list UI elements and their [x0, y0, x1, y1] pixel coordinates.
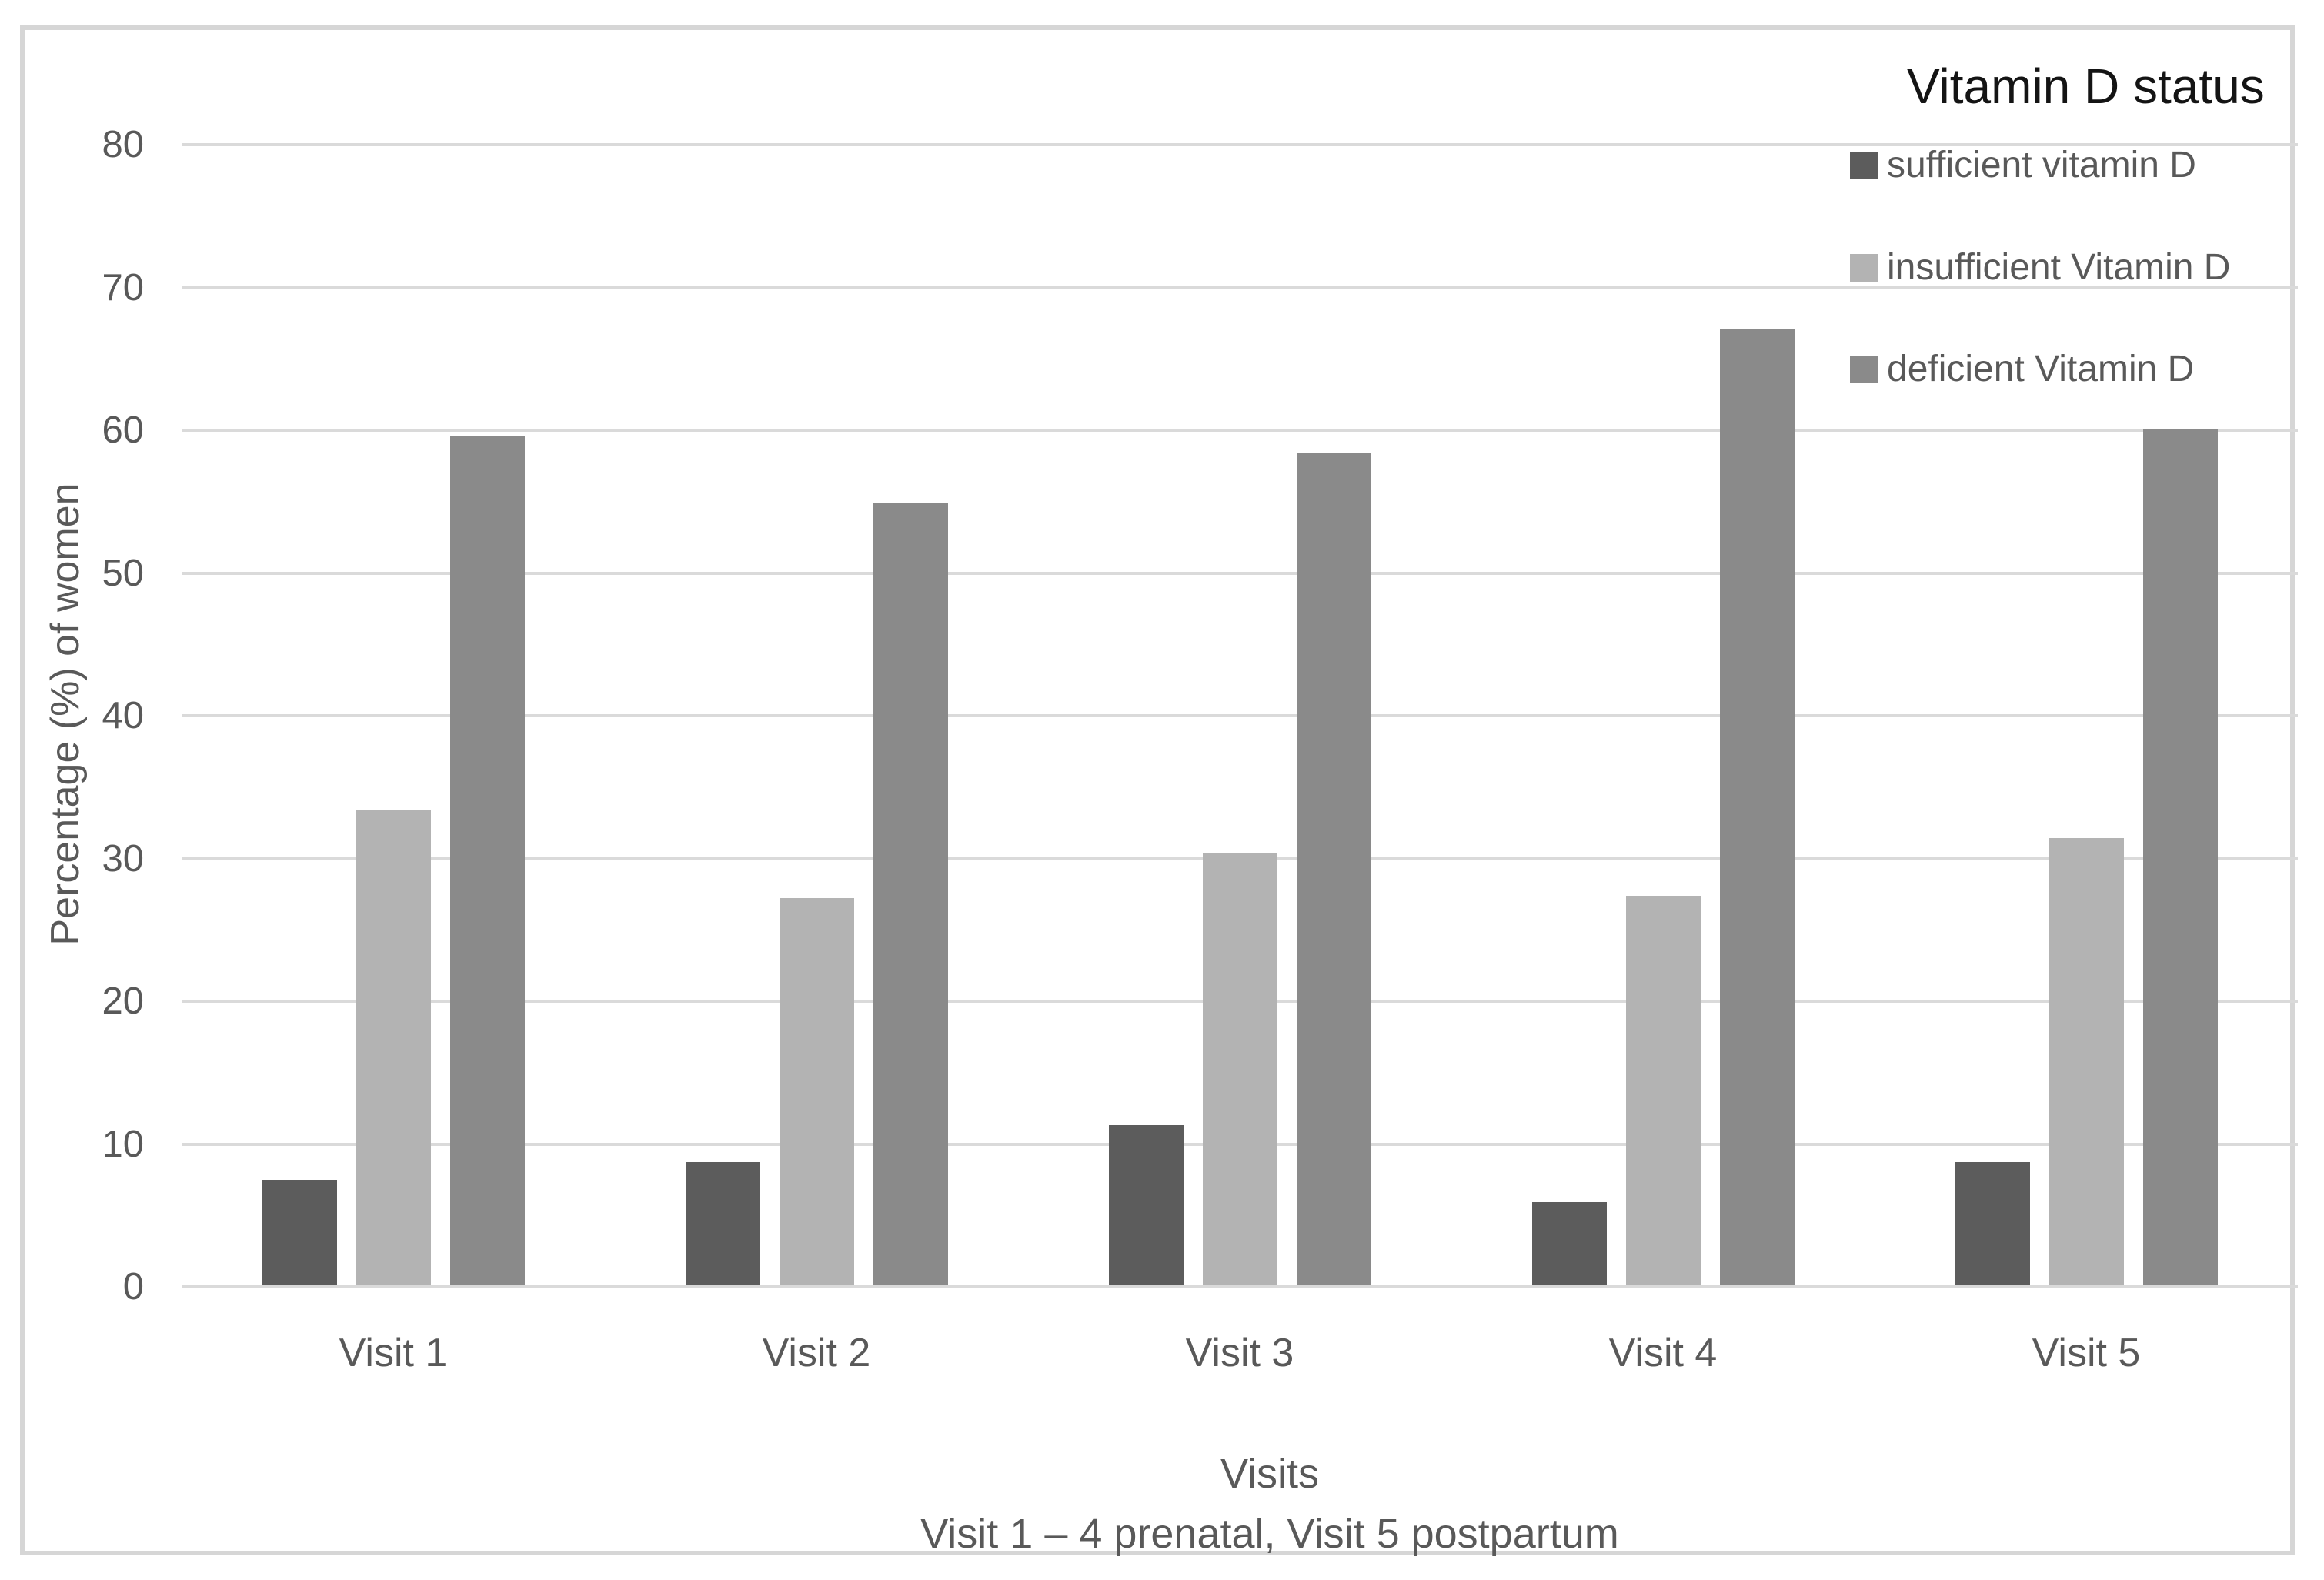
y-tick-label-80: 80: [102, 124, 144, 165]
legend-swatch-sufficient: [1850, 152, 1878, 179]
legend-label-sufficient: sufficient vitamin D: [1887, 145, 2196, 185]
bar-sufficient-visit-3: [1108, 1125, 1184, 1285]
bar-insufficient-visit-1: [356, 810, 431, 1285]
bar-insufficient-visit-3: [1202, 852, 1277, 1285]
bar-deficient-visit-4: [1719, 329, 1795, 1285]
bar-deficient-visit-2: [873, 503, 948, 1285]
x-category-label-1: Visit 1: [339, 1331, 448, 1375]
y-tick-label-30: 30: [102, 837, 144, 880]
legend-swatch-insufficient: [1850, 254, 1878, 282]
legend-label-insufficient: insufficient Vitamin D: [1887, 247, 2231, 288]
x-category-label-4: Visit 4: [1608, 1331, 1718, 1375]
bar-sufficient-visit-1: [262, 1179, 337, 1285]
y-tick-label-20: 20: [102, 980, 144, 1022]
bar-insufficient-visit-5: [2049, 838, 2124, 1285]
bar-sufficient-visit-5: [1955, 1162, 2030, 1285]
x-category-label-3: Visit 3: [1185, 1331, 1294, 1375]
x-axis-caption: Visit 1 – 4 prenatal, Visit 5 postpartum: [920, 1511, 1619, 1557]
gridline-50: [182, 571, 2298, 575]
plot-area: [182, 143, 2298, 1288]
gridline-0: [182, 1285, 2298, 1288]
gridline-60: [182, 429, 2298, 432]
legend-label-deficient: deficient Vitamin D: [1887, 349, 2195, 389]
legend-swatch-deficient: [1850, 356, 1878, 383]
bar-deficient-visit-5: [2142, 429, 2218, 1285]
chart-frame: [20, 25, 2295, 1555]
y-tick-label-70: 70: [102, 266, 144, 309]
y-tick-label-40: 40: [102, 695, 144, 737]
bar-insufficient-visit-2: [779, 898, 854, 1285]
gridline-70: [182, 286, 2298, 289]
gridline-80: [182, 143, 2298, 146]
bar-sufficient-visit-2: [685, 1162, 760, 1285]
bar-insufficient-visit-4: [1625, 895, 1701, 1285]
y-tick-label-10: 10: [102, 1123, 144, 1165]
y-tick-label-0: 0: [122, 1266, 144, 1308]
x-category-label-5: Visit 5: [2032, 1331, 2141, 1375]
x-axis-title: Visits: [1220, 1451, 1320, 1497]
legend-title: Vitamin D status: [1907, 58, 2265, 114]
bar-deficient-visit-3: [1296, 453, 1371, 1285]
bar-deficient-visit-1: [449, 436, 525, 1285]
bar-sufficient-visit-4: [1531, 1202, 1607, 1285]
x-category-label-2: Visit 2: [762, 1331, 871, 1375]
y-tick-label-60: 60: [102, 409, 144, 451]
y-tick-label-50: 50: [102, 552, 144, 594]
gridline-40: [182, 714, 2298, 717]
